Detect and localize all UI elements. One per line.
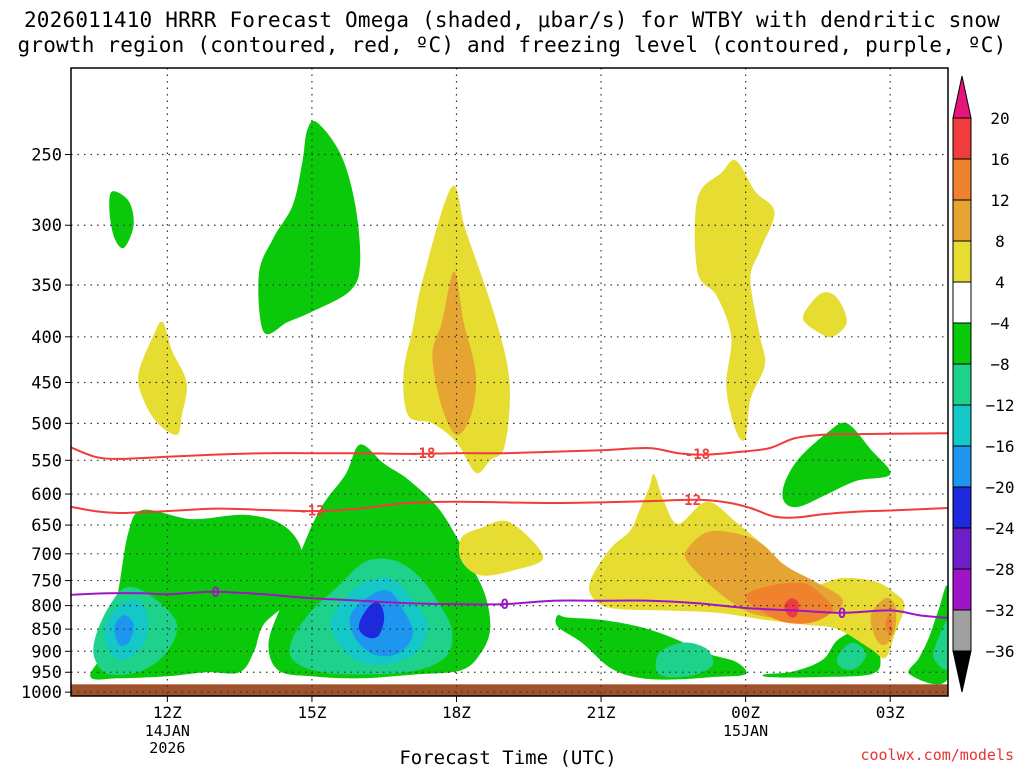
x-tick-year-12Z: 2026 (149, 739, 185, 757)
y-tick-label-550: 550 (31, 451, 62, 471)
colorbar-label-0: 20 (990, 109, 1009, 128)
colorbar-label-11: −28 (986, 560, 1015, 579)
colorbar-bin-5 (952, 322, 972, 365)
colorbar-bin-1 (952, 158, 972, 201)
colorbar-bin-9 (952, 486, 972, 529)
colorbar-bin-0 (952, 117, 972, 160)
omega-region-20 (458, 520, 544, 576)
x-tick-label-15Z: 15Z (297, 703, 326, 722)
omega-region-5 (782, 422, 891, 508)
colorbar-bin-7 (952, 404, 972, 447)
omega-region-12 (933, 621, 948, 670)
x-tick-label-12Z: 12Z (153, 703, 182, 722)
omega-region-22 (802, 292, 847, 338)
dgz-contour-line-0 (71, 432, 948, 460)
ground-layer (71, 684, 948, 696)
colorbar-label-8: −16 (986, 437, 1015, 456)
y-tick-label-700: 700 (31, 545, 62, 565)
omega-region-29 (784, 598, 799, 618)
y-tick-label-350: 350 (31, 276, 62, 296)
colorbar: 20 16 12 8 4 −4 −8 −12 −16 −20 −24 −28 −32 −36 (952, 75, 1015, 693)
freezing-contour-label-0: 0 (211, 585, 219, 601)
omega-region-11 (836, 642, 867, 670)
x-tick-label-03Z: 03Z (876, 703, 905, 722)
colorbar-bin-8 (952, 445, 972, 488)
colorbar-bin-2 (952, 199, 972, 242)
colorbar-label-1: 16 (990, 150, 1009, 169)
y-axis: 2503003504004505005506006507007508008509… (21, 146, 71, 703)
y-tick-label-400: 400 (31, 328, 62, 348)
y-tick-label-600: 600 (31, 485, 62, 505)
dgz-contour-label-1: -18 (685, 447, 710, 463)
dgz-contour-line-2 (71, 498, 948, 519)
y-tick-label-650: 650 (31, 516, 62, 536)
colorbar-bottom-arrow (952, 650, 972, 693)
colorbar-label-2: 12 (990, 191, 1009, 210)
omega-region-18 (138, 321, 187, 435)
omega-region-3 (109, 191, 134, 249)
freezing-contour-label-2: 0 (838, 606, 846, 622)
y-tick-label-450: 450 (31, 373, 62, 393)
colorbar-bin-10 (952, 527, 972, 570)
temperature-contours: -18 -18 -12 12 0 0 0 (71, 432, 948, 622)
omega-region-2 (258, 120, 361, 335)
x-tick-label-21Z: 21Z (587, 703, 616, 722)
dgz-contour-label-0: -18 (410, 446, 435, 462)
colorbar-label-6: −8 (990, 355, 1009, 374)
omega-region-4 (555, 614, 747, 680)
chart-title-line-2: growth region (contoured, red, ºC) and f… (17, 33, 1007, 57)
grid-lines (71, 68, 948, 696)
colorbar-label-7: −12 (986, 396, 1015, 415)
omega-region-15 (114, 615, 134, 647)
y-tick-label-500: 500 (31, 414, 62, 434)
credit-text: coolwx.com/models (860, 746, 1014, 764)
colorbar-bin-12 (952, 609, 972, 652)
chart-title-line-1: 2026011410 HRRR Forecast Omega (shaded, … (23, 8, 1001, 32)
x-tick-date-12Z: 14JAN (145, 722, 190, 740)
y-tick-label-850: 850 (31, 620, 62, 640)
colorbar-bin-4 (952, 281, 972, 324)
y-tick-label-300: 300 (31, 216, 62, 236)
freezing-contour-line-0 (71, 590, 948, 619)
colorbar-bin-11 (952, 568, 972, 611)
omega-region-24 (432, 271, 477, 435)
dgz-contour-label-2: -12 (299, 503, 324, 519)
x-tick-label-00Z: 00Z (731, 703, 760, 722)
omega-region-21 (694, 160, 775, 441)
colorbar-label-5: −4 (990, 314, 1009, 333)
dgz-contour-label-3: 12 (684, 493, 701, 509)
x-axis-label: Forecast Time (UTC) (399, 747, 616, 768)
y-tick-label-250: 250 (31, 146, 62, 166)
colorbar-label-13: −36 (986, 642, 1015, 661)
colorbar-label-9: −20 (986, 478, 1015, 497)
colorbar-bin-3 (952, 240, 972, 283)
colorbar-top-arrow (952, 75, 972, 119)
y-tick-label-1000: 1000 (21, 683, 62, 703)
y-tick-label-800: 800 (31, 597, 62, 617)
x-tick-label-18Z: 18Z (442, 703, 471, 722)
freezing-contour-label-1: 0 (500, 597, 508, 613)
colorbar-label-10: −24 (986, 519, 1015, 538)
y-tick-label-950: 950 (31, 663, 62, 683)
y-tick-label-900: 900 (31, 642, 62, 662)
ground-surface (71, 684, 948, 696)
y-tick-label-750: 750 (31, 572, 62, 592)
colorbar-label-3: 8 (995, 232, 1005, 251)
x-tick-date-00Z: 15JAN (723, 722, 768, 740)
colorbar-label-12: −32 (986, 601, 1015, 620)
colorbar-bin-6 (952, 363, 972, 406)
colorbar-label-4: 4 (995, 273, 1005, 292)
